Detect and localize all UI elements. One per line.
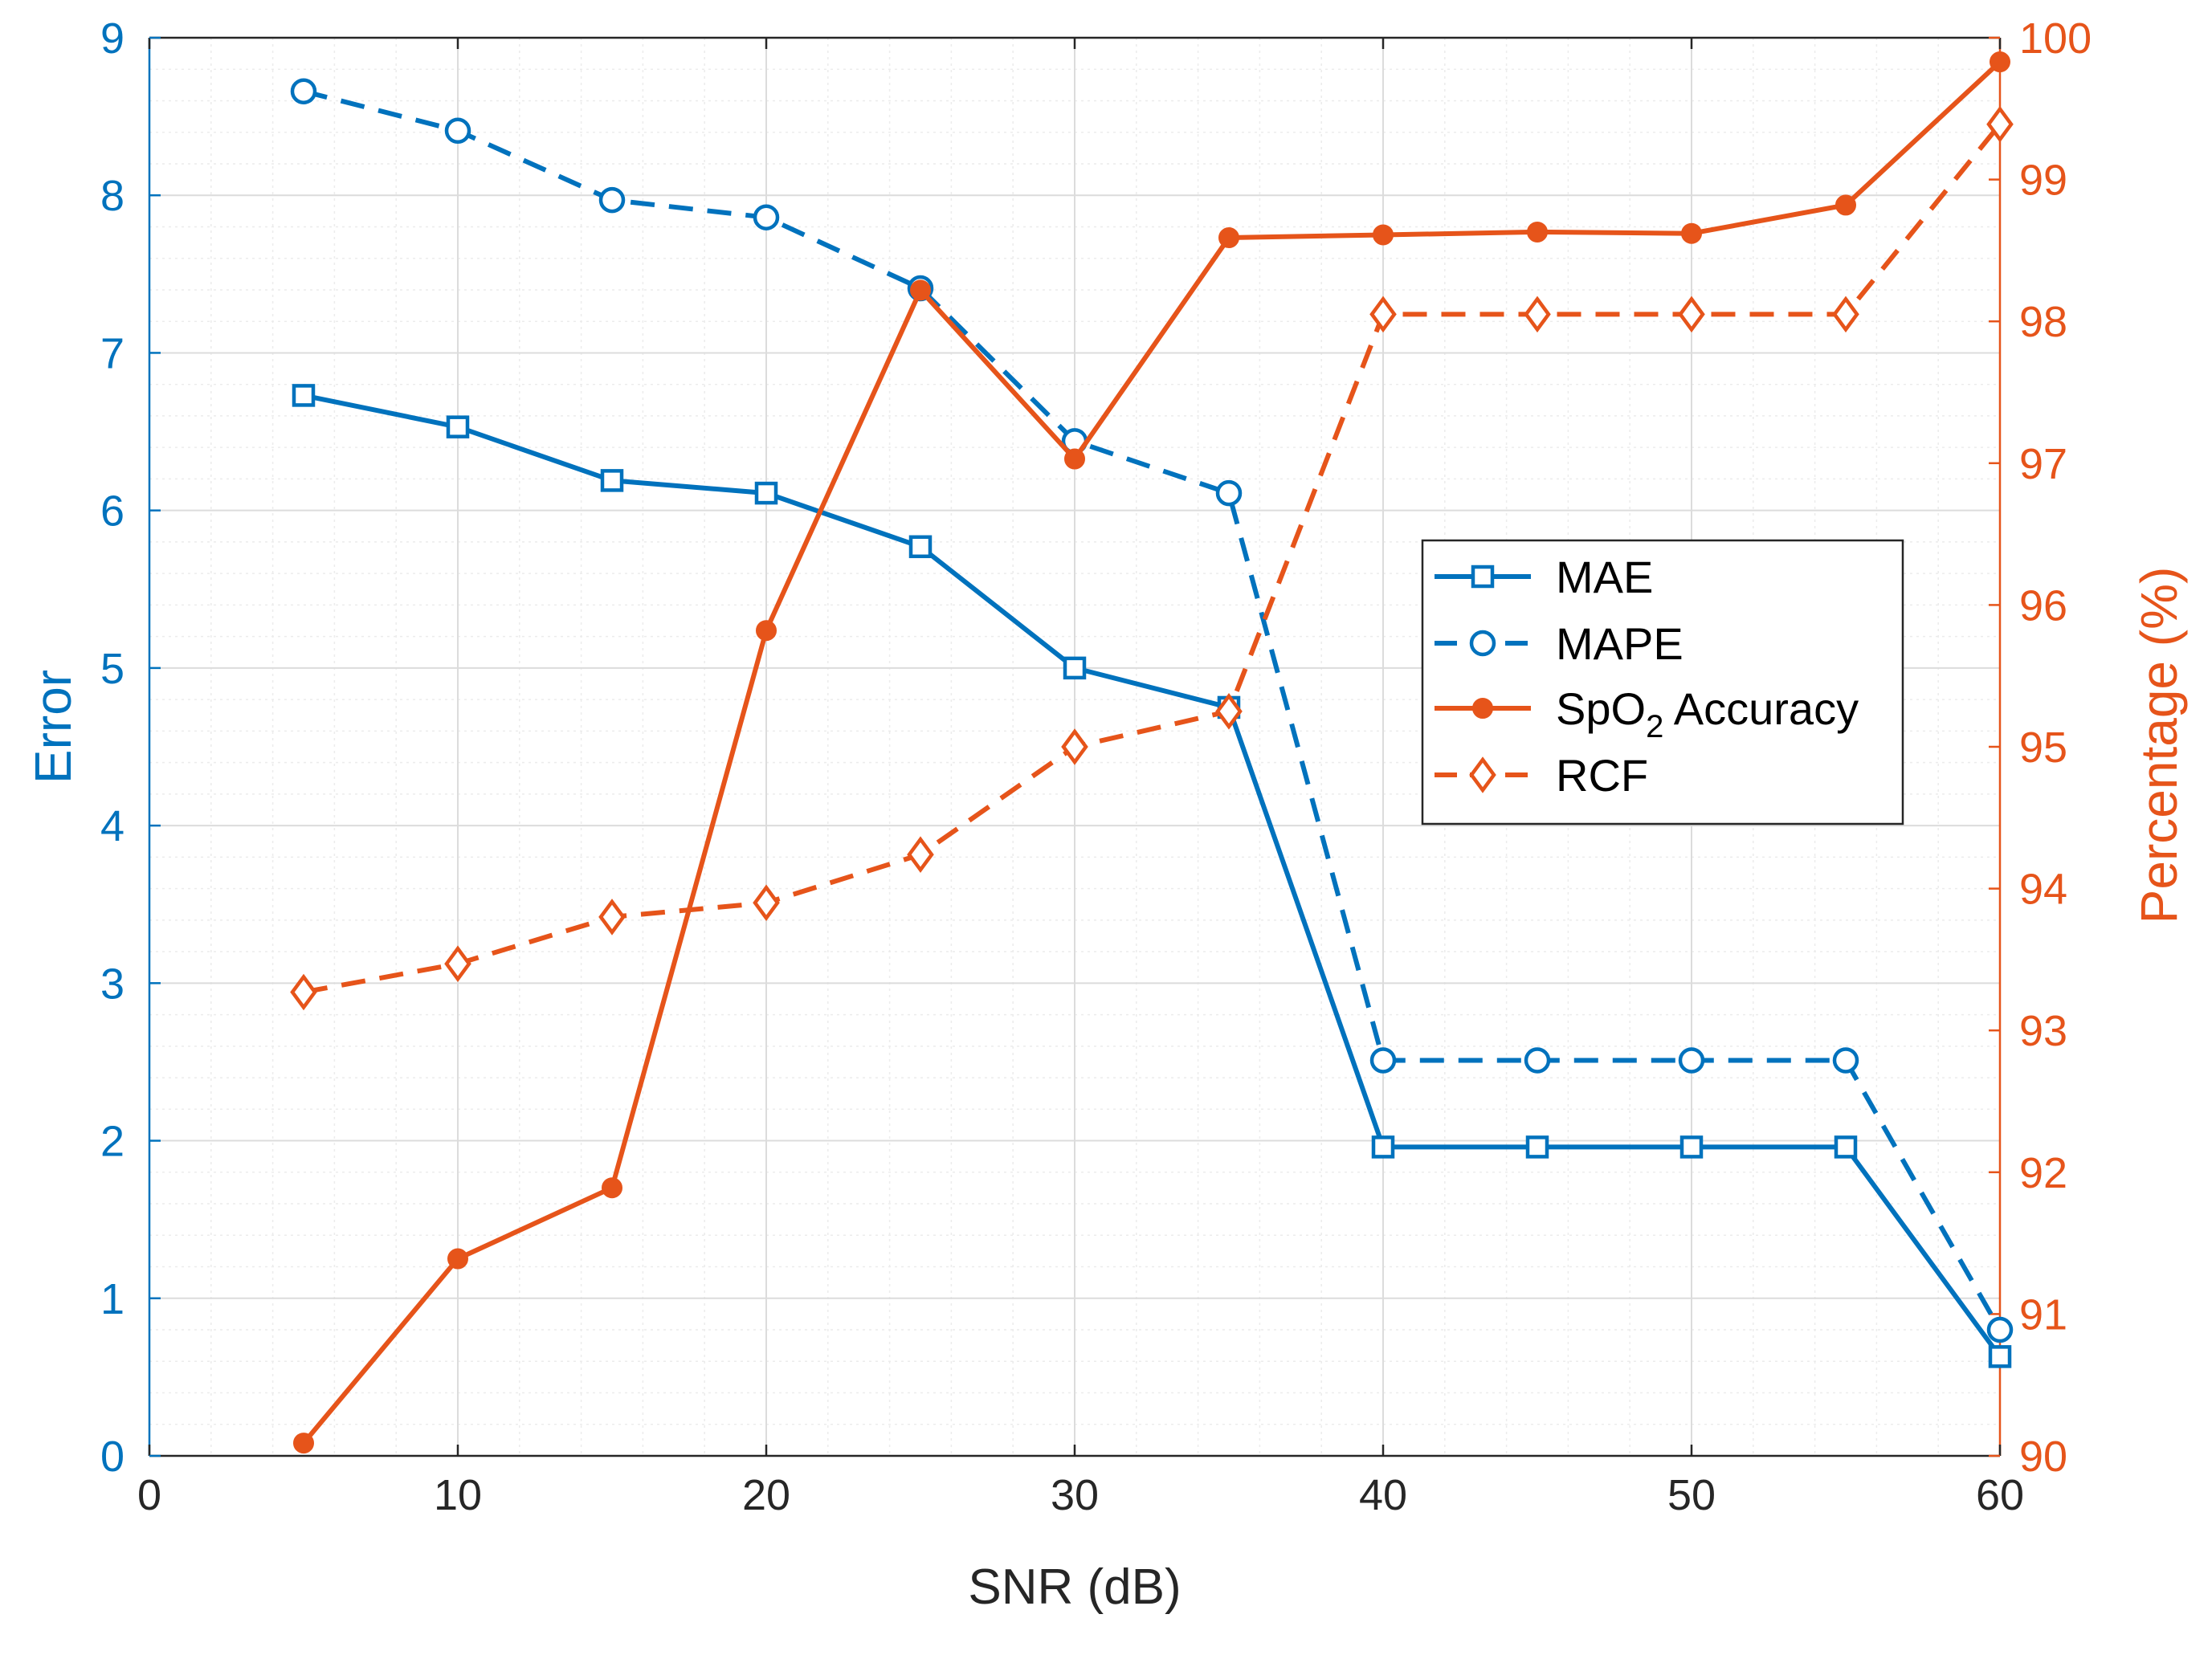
data-point <box>907 836 934 874</box>
right-y-tick-label: 97 <box>2019 440 2067 488</box>
left-y-tick-label: 9 <box>100 14 124 63</box>
left-y-tick-label: 2 <box>100 1118 124 1166</box>
data-point <box>753 204 780 230</box>
x-tick-label: 50 <box>1667 1471 1716 1519</box>
x-tick-label: 20 <box>742 1471 790 1519</box>
series-line-spo <box>301 59 2002 1445</box>
data-point <box>1215 693 1243 730</box>
data-point <box>1986 105 2014 143</box>
right-y-tick-label: 96 <box>2019 581 2067 630</box>
series-line-mae <box>303 393 2002 1359</box>
x-tick-label: 60 <box>1976 1471 2024 1519</box>
left-y-axis-label: Error <box>24 670 82 784</box>
data-point <box>1061 728 1088 765</box>
right-y-tick-label: 92 <box>2019 1149 2067 1197</box>
data-point <box>290 973 317 1011</box>
data-point <box>1371 1135 1395 1159</box>
right-y-tick-label: 93 <box>2019 1007 2067 1055</box>
data-point <box>1990 51 2010 73</box>
data-point <box>756 620 777 642</box>
data-point <box>1527 221 1548 243</box>
legend-marker-rcf <box>1469 756 1496 793</box>
data-point <box>446 415 470 438</box>
legend-label-mape: MAPE <box>1556 618 1683 669</box>
left-y-tick-label: 7 <box>100 329 124 377</box>
data-point <box>293 1433 314 1454</box>
left-y-tick-label: 4 <box>100 802 124 850</box>
legend-marker-mae <box>1471 565 1495 589</box>
legend-label-mae: MAE <box>1556 552 1653 602</box>
data-point <box>1678 296 1705 333</box>
data-point <box>1524 1047 1551 1074</box>
left-y-tick-label: 6 <box>100 487 124 536</box>
right-y-tick-label: 99 <box>2019 157 2067 205</box>
series-line-rcf <box>303 122 2002 995</box>
right-y-axis-label: Percentage (%) <box>2130 567 2188 924</box>
series <box>290 51 2014 1454</box>
series-rcf <box>290 105 2014 1011</box>
data-point <box>1215 479 1243 507</box>
x-tick-label: 10 <box>434 1471 482 1519</box>
right-y-tick-label: 98 <box>2019 298 2067 346</box>
data-point <box>602 1177 622 1199</box>
data-point <box>1524 296 1551 333</box>
right-y-tick-label: 100 <box>2019 14 2092 63</box>
data-point <box>1832 1047 1859 1074</box>
data-point <box>1218 227 1239 249</box>
data-point <box>1369 296 1397 333</box>
data-point <box>753 884 780 922</box>
data-point <box>1988 1345 2012 1368</box>
data-point <box>444 117 471 145</box>
data-point <box>1373 224 1394 246</box>
x-tick-label: 0 <box>137 1471 161 1519</box>
x-axis-label: SNR (dB) <box>968 1559 1181 1615</box>
series-mae <box>292 384 2012 1368</box>
data-point <box>598 899 626 936</box>
data-point <box>447 1248 468 1270</box>
data-point <box>754 481 778 505</box>
series-spo <box>293 51 2010 1454</box>
legend-marker-mape <box>1469 630 1496 657</box>
data-point <box>444 945 471 982</box>
left-y-tick-label: 5 <box>100 645 124 693</box>
data-point <box>1832 296 1859 333</box>
left-y-tick-label: 3 <box>100 960 124 1008</box>
legend-marker-spo <box>1472 698 1493 719</box>
axes <box>148 36 2002 1457</box>
right-y-tick-label: 94 <box>2019 866 2067 914</box>
data-point <box>600 469 624 492</box>
data-point <box>1063 656 1087 680</box>
data-point <box>1986 1316 2014 1343</box>
data-point <box>1678 1047 1705 1074</box>
data-point <box>598 186 626 214</box>
legend-box <box>1421 539 1904 825</box>
data-point <box>1525 1135 1549 1159</box>
left-y-tick-label: 1 <box>100 1275 124 1323</box>
data-point <box>1064 448 1085 470</box>
x-tick-label: 30 <box>1051 1471 1099 1519</box>
left-y-tick-label: 0 <box>100 1433 124 1481</box>
data-point <box>1835 194 1856 216</box>
right-y-tick-label: 91 <box>2019 1290 2067 1339</box>
data-point <box>1681 222 1702 244</box>
tick-labels: 0 10 20 30 40 50 60012345678990919293949596979… <box>100 14 2092 1519</box>
legend-label-rcf: RCF <box>1556 750 1648 801</box>
right-y-tick-label: 90 <box>2019 1433 2067 1481</box>
data-point <box>292 384 316 407</box>
data-point <box>1679 1135 1704 1159</box>
right-y-tick-label: 95 <box>2019 724 2067 772</box>
data-point <box>1369 1047 1397 1074</box>
data-point <box>910 279 931 301</box>
data-point <box>290 78 317 104</box>
data-point <box>1834 1135 1858 1159</box>
data-point <box>908 535 933 559</box>
x-tick-label: 40 <box>1359 1471 1407 1519</box>
left-y-tick-label: 8 <box>100 172 124 220</box>
